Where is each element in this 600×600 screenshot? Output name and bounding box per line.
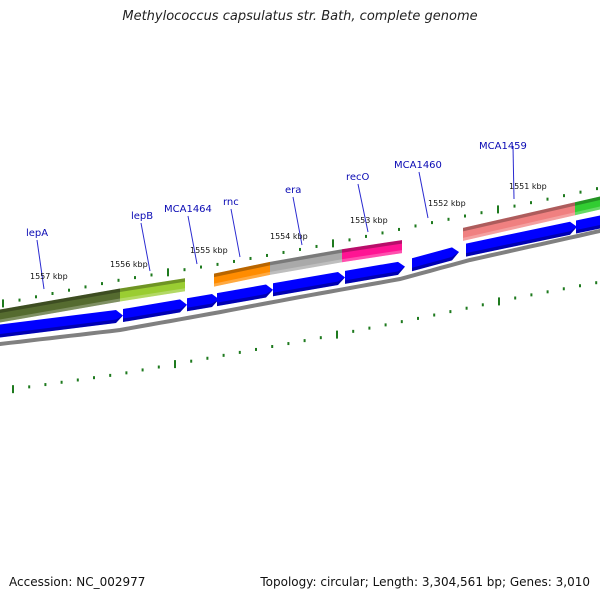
gene-label-mca1464: MCA1464 [164,204,212,215]
cds-arrow [123,299,187,322]
feature-block-era [270,249,342,275]
gene-label-era: era [285,185,301,196]
map-title: Methylococcus capsulatus str. Bath, comp… [122,9,478,24]
kbp-label: 1556 kbp [110,260,148,269]
tick-ring-inner [12,281,598,394]
accession-text: Accession: NC_002977 [9,575,146,589]
feature-block-unlabeled [575,196,600,216]
cds-arrow [0,310,123,338]
gene-label-mca1460: MCA1460 [394,160,442,171]
feature-track [0,196,600,323]
gene-label-lepb: lepB [131,211,153,222]
cds-arrow [576,215,600,234]
kbp-label: 1554 kbp [270,232,308,241]
feature-block-mca1459 [463,202,575,241]
gene-leader-line-rnc [230,208,241,258]
kbp-label: 1552 kbp [428,199,466,208]
gene-leader-line-mca1464 [187,215,198,265]
kbp-label-group: 1551 kbp 1552 kbp 1553 kbp 1554 kbp 1555 kbp… [30,182,547,281]
gene-label-group: MCA1459 MCA1460 recO era rnc MCA1464 lepB lepA [26,141,527,290]
cds-track [0,215,600,338]
cds-arrow [466,221,577,257]
tick-ring-outer [2,187,598,308]
cds-arrow [217,284,273,307]
genome-summary-text: Topology: circular; Length: 3,304,561 bp… [260,575,590,589]
cds-arrow [412,247,459,272]
kbp-label: 1551 kbp [509,182,547,191]
kbp-label: 1555 kbp [190,246,228,255]
kbp-label: 1553 kbp [350,216,388,225]
gene-leader-line-era [292,196,303,246]
gene-label-lepa: lepA [26,228,48,239]
gene-label-reco: recO [346,172,370,183]
feature-block-rnc [214,261,270,287]
feature-block-lepb [120,278,185,302]
cds-arrow [187,294,219,312]
gene-leader-line-lepb [140,222,151,272]
gene-label-mca1459: MCA1459 [479,141,527,152]
gene-leader-line-lepa [36,239,45,290]
gene-leader-line-mca1459 [512,145,515,200]
genome-backbone [0,229,600,346]
gene-leader-line-mca1460 [418,171,429,219]
gene-leader-line-reco [357,183,369,233]
kbp-label: 1557 kbp [30,272,68,281]
cds-arrow [273,272,345,297]
feature-block-reco [342,240,402,263]
cds-arrow [345,261,405,284]
feature-block-lepa [0,288,120,323]
gene-label-rnc: rnc [223,197,239,208]
